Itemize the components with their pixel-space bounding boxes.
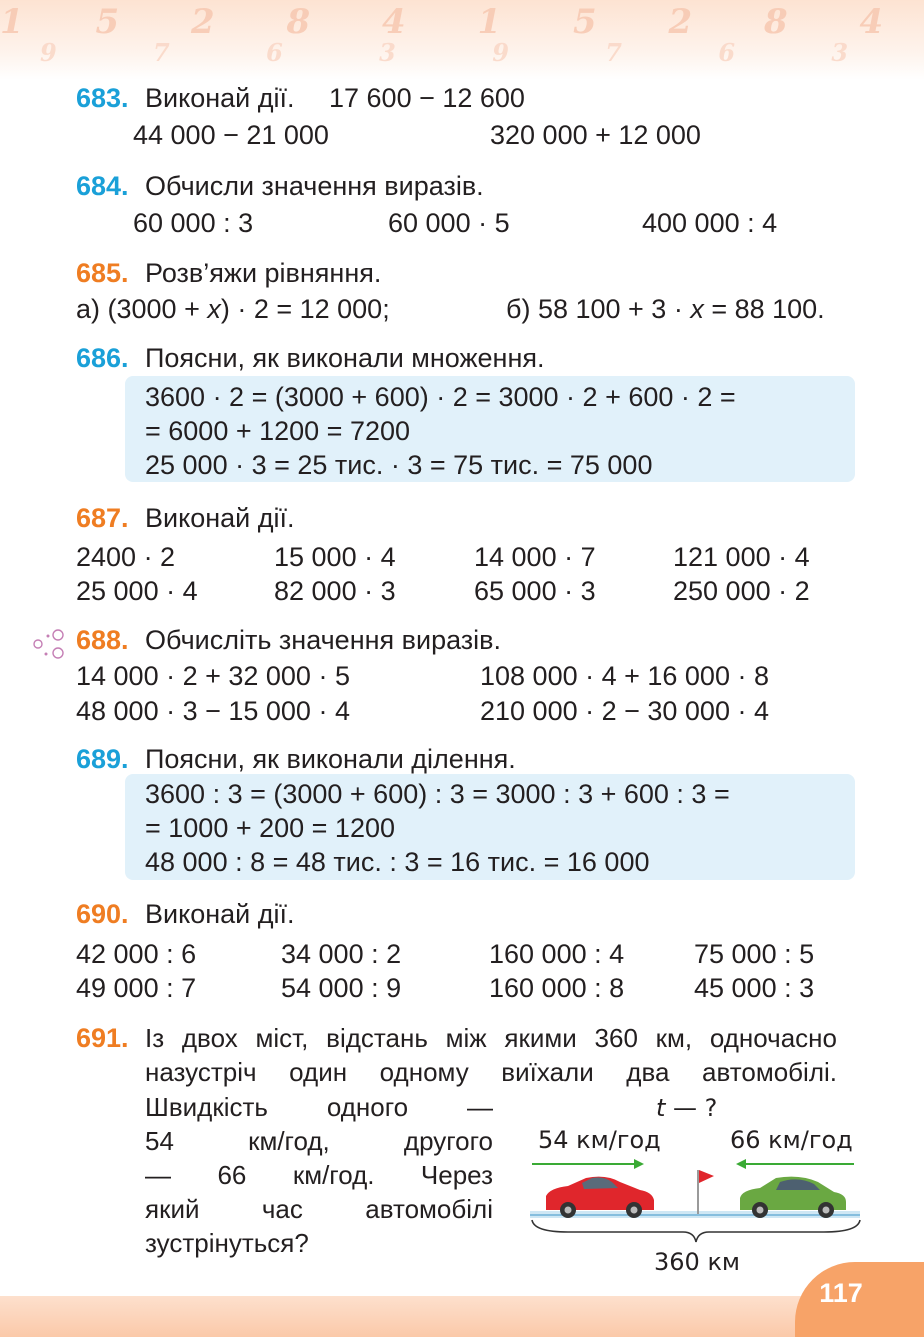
time-question-text: — ? [665,1094,718,1122]
task-691-text-line: який час автомобілі [145,1194,493,1224]
task-689-number: 689. [76,744,129,774]
task-685-equation-a: а) (3000 + x) · 2 = 12 000; [76,293,390,325]
task-687-expr: 14 000 · 7 [474,542,596,572]
task-684-expr: 60 000 : 3 [133,208,254,238]
task-690-expr: 54 000 : 9 [281,973,402,1003]
task-687-number: 687. [76,503,129,533]
task-690-title: Виконай дії. [145,899,295,929]
task-691-text-line: Швидкість одного — [145,1092,493,1122]
task-691-text-line: Із двох міст, відстань між якими 360 км,… [145,1023,837,1053]
speed-right-label: 66 км/год [730,1126,853,1154]
group-work-icon [33,629,64,659]
meeting-flag-icon [697,1170,714,1214]
equation-part: б) 58 100 + 3 · [506,294,691,324]
speed-left-label: 54 км/год [538,1126,661,1154]
example-line: = 1000 + 200 = 1200 [145,813,395,843]
example-box-division [125,774,855,880]
motion-diagram: t — ? 54 км/год 66 км/год [528,1090,868,1280]
task-688-expr: 210 000 · 2 − 30 000 · 4 [480,696,769,726]
task-688-expr: 14 000 · 2 + 32 000 · 5 [76,661,350,691]
green-car-icon [740,1176,846,1218]
example-line: = 6000 + 1200 = 7200 [145,416,411,446]
task-690-expr: 160 000 : 8 [489,973,625,1003]
diagram-graphics [530,1159,861,1243]
red-car-icon [546,1176,654,1218]
task-683-number: 683. [76,83,129,113]
task-685-equation-b: б) 58 100 + 3 · x = 88 100. [506,293,825,325]
task-688-number: 688. [76,625,129,655]
page-number: 117 [819,1278,863,1308]
task-691-text-line: назустріч один одному виїхали два автомо… [145,1057,837,1087]
task-687-expr: 25 000 · 4 [76,576,198,606]
task-683-title: Виконай дії. [145,83,295,113]
distance-brace [531,1219,861,1243]
example-line: 3600 · 2 = (3000 + 600) · 2 = 3000 · 2 +… [145,382,736,412]
task-687-expr: 250 000 · 2 [673,576,810,606]
equation-part: = 88 100. [703,294,825,324]
task-687-expr: 65 000 · 3 [474,576,596,606]
task-686-title: Поясни, як виконали множення. [145,343,545,373]
equation-part: а) (3000 + [76,294,208,324]
task-688-expr: 108 000 · 4 + 16 000 · 8 [480,661,769,691]
task-683-expr: 320 000 + 12 000 [490,120,701,150]
task-690-expr: 160 000 : 4 [489,939,625,969]
equation-part: ) · 2 = 12 000; [220,294,390,324]
arrow-left-icon [736,1159,854,1169]
example-box-multiplication [125,376,855,482]
task-684-title: Обчисли значення виразів. [145,171,484,201]
task-685-number: 685. [76,258,129,288]
task-690-expr: 34 000 : 2 [281,939,402,969]
task-688-title: Обчисліть значення виразів. [145,625,502,655]
task-691-text-line: зустрінуться? [145,1228,309,1258]
task-687-expr: 15 000 · 4 [274,542,396,572]
bottom-decorative-band [0,1296,924,1337]
variable-x: x [690,294,704,324]
variable-x: x [207,294,221,324]
example-line: 3600 : 3 = (3000 + 600) : 3 = 3000 : 3 +… [145,779,730,809]
task-688-expr: 48 000 · 3 − 15 000 · 4 [76,696,350,726]
task-684-expr: 60 000 · 5 [388,208,510,238]
task-683-expr: 17 600 − 12 600 [329,83,525,113]
decorative-digits-row2: 9 7 6 3 9 7 6 3 9 7 6 3 [40,38,924,67]
task-687-expr: 82 000 · 3 [274,576,396,606]
task-689-title: Поясни, як виконали ділення. [145,744,516,774]
task-690-number: 690. [76,899,129,929]
task-687-expr: 2400 · 2 [76,542,176,572]
task-684-number: 684. [76,171,129,201]
task-685-title: Розв’яжи рівняння. [145,258,382,288]
task-690-expr: 42 000 : 6 [76,939,197,969]
distance-label: 360 км [654,1248,741,1276]
task-687-title: Виконай дії. [145,503,295,533]
task-687-expr: 121 000 · 4 [673,542,810,572]
arrow-right-icon [532,1159,644,1169]
time-variable: t [656,1094,666,1122]
task-690-expr: 45 000 : 3 [694,973,815,1003]
task-690-expr: 49 000 : 7 [76,973,197,1003]
decorative-digits: 1 5 2 8 4 1 5 2 8 4 1 5 2 8 4 1 [0,2,924,42]
task-684-expr: 400 000 : 4 [642,208,778,238]
page-number-tab [795,1262,924,1337]
task-686-number: 686. [76,343,129,373]
task-690-expr: 75 000 : 5 [694,939,815,969]
example-line: 48 000 : 8 = 48 тис. : 3 = 16 тис. = 16 … [145,847,650,877]
task-691-number: 691. [76,1023,129,1053]
task-691-text-line: 54 км/год, другого [145,1126,493,1156]
example-line: 25 000 · 3 = 25 тис. · 3 = 75 тис. = 75 … [145,450,653,480]
task-683-expr: 44 000 − 21 000 [133,120,329,150]
top-decorative-band: 1 5 2 8 4 1 5 2 8 4 1 5 2 8 4 1 9 7 6 3 … [0,0,924,80]
task-691-text-line: — 66 км/год. Через [145,1160,493,1190]
diagram-time-question: t — ? [656,1094,717,1122]
